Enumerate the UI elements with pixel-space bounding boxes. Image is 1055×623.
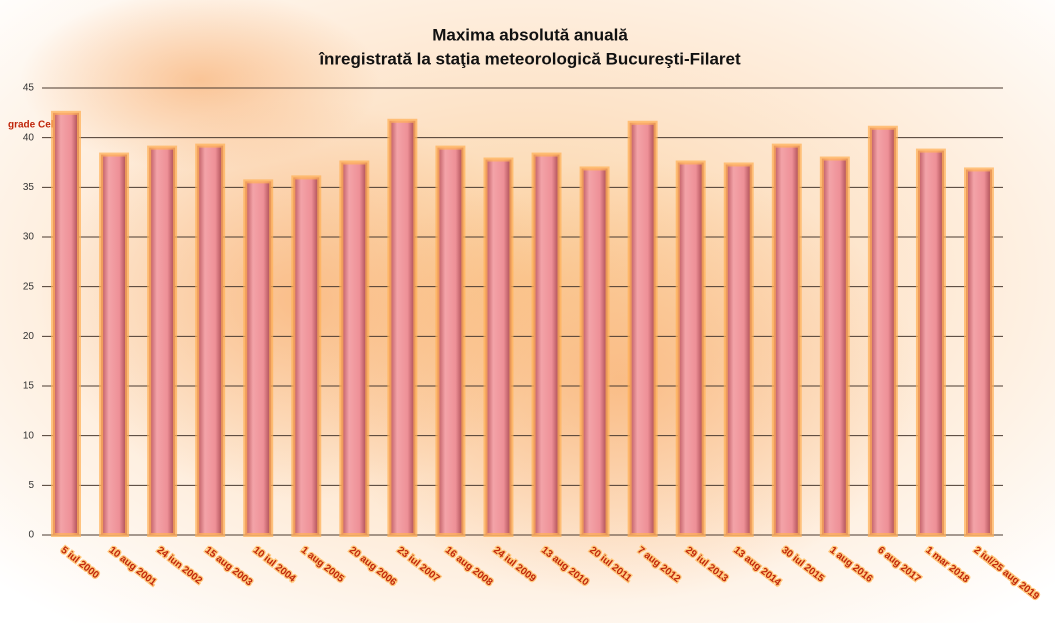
y-axis-label: grade Celsius <box>8 120 74 131</box>
chart-subtitle: înregistrată la staţia meteorologică Buc… <box>318 49 741 68</box>
bar <box>964 167 994 537</box>
flame <box>320 160 920 600</box>
bar <box>147 145 178 537</box>
y-tick-label: 40 <box>23 132 35 143</box>
y-tick-label: 25 <box>23 281 35 292</box>
bar <box>723 162 754 537</box>
flame <box>20 0 380 170</box>
y-tick-label: 30 <box>23 232 35 243</box>
bar <box>195 143 226 537</box>
bar <box>387 118 418 537</box>
bar <box>99 152 130 537</box>
y-tick-label: 35 <box>23 182 35 193</box>
bar <box>675 160 706 537</box>
bar <box>483 157 514 538</box>
y-tick-label: 10 <box>23 430 35 441</box>
y-tick-label: 0 <box>28 530 34 541</box>
bar <box>579 166 610 538</box>
bar <box>771 143 802 537</box>
chart-title: Maxima absolută anuală <box>432 25 628 44</box>
bar <box>819 156 850 537</box>
bar <box>627 120 658 538</box>
bar <box>531 152 562 537</box>
bar <box>243 179 274 538</box>
y-tick-label: 15 <box>23 381 35 392</box>
bar <box>867 125 898 537</box>
bar <box>915 148 946 538</box>
y-tick-label: 45 <box>23 83 35 94</box>
y-tick-label: 5 <box>28 480 34 491</box>
bar <box>435 145 466 537</box>
y-tick-label: 20 <box>23 331 35 342</box>
bar <box>339 160 370 537</box>
bar <box>291 175 322 537</box>
bar <box>51 110 81 537</box>
